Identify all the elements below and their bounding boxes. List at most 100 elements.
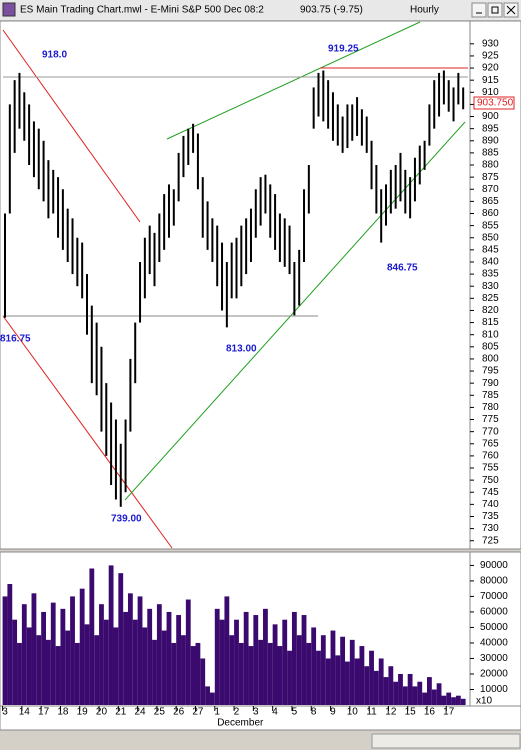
volume-bar bbox=[84, 624, 90, 705]
volume-bar bbox=[21, 604, 27, 705]
x-tick-label: 1 bbox=[214, 707, 220, 718]
y-tick-label: 780 bbox=[482, 402, 499, 413]
volume-bar bbox=[7, 584, 13, 705]
maximize-button[interactable] bbox=[487, 2, 503, 18]
y-tick-label: 80000 bbox=[480, 576, 508, 587]
volume-axis bbox=[469, 551, 521, 707]
volume-bar bbox=[55, 646, 61, 705]
y-tick-label: 915 bbox=[482, 75, 499, 86]
volume-bar bbox=[451, 697, 456, 705]
volume-bar bbox=[417, 681, 423, 705]
y-tick-label: 840 bbox=[482, 257, 499, 268]
x-tick-label: 26 bbox=[173, 707, 185, 718]
y-tick-label: 50000 bbox=[480, 622, 508, 633]
volume-bar bbox=[248, 646, 254, 705]
x-tick-label: 8 bbox=[311, 707, 317, 718]
volume-bar bbox=[345, 661, 350, 705]
x-tick-label: 2 bbox=[234, 707, 240, 718]
volume-bar bbox=[103, 619, 109, 705]
x-tick-label: 11 bbox=[366, 707, 377, 718]
volume-bar bbox=[224, 596, 230, 705]
price-label: 903.750 bbox=[477, 98, 514, 109]
scale-note: x10 bbox=[476, 696, 493, 707]
volume-bar bbox=[31, 593, 37, 705]
x-tick-label: 17 bbox=[443, 707, 455, 718]
y-tick-label: 770 bbox=[482, 426, 499, 437]
volume-bar bbox=[234, 619, 239, 705]
volume-bar bbox=[123, 611, 128, 705]
title-bar bbox=[0, 0, 521, 20]
volume-bar bbox=[219, 619, 225, 705]
volume-bar bbox=[296, 635, 302, 705]
volume-bar bbox=[340, 636, 346, 705]
x-tick-label: 9 bbox=[330, 707, 336, 718]
x-axis-label: December bbox=[217, 718, 264, 729]
volume-bar bbox=[311, 627, 317, 705]
y-tick-label: 875 bbox=[482, 172, 499, 183]
volume-bar bbox=[238, 642, 244, 705]
price-annotation: 813.00 bbox=[226, 344, 257, 355]
volume-bar bbox=[412, 686, 418, 705]
volume-bar bbox=[383, 677, 389, 705]
volume-bar bbox=[161, 630, 167, 705]
volume-bar bbox=[316, 650, 321, 705]
app-icon bbox=[2, 2, 16, 17]
y-tick-label: 790 bbox=[482, 378, 499, 389]
y-tick-label: 910 bbox=[482, 87, 499, 98]
y-tick-label: 925 bbox=[482, 51, 499, 62]
volume-bar bbox=[26, 627, 32, 705]
volume-bar bbox=[176, 615, 182, 705]
y-tick-label: 745 bbox=[482, 487, 499, 498]
volume-bar bbox=[349, 639, 355, 705]
y-tick-label: 930 bbox=[482, 38, 499, 49]
volume-bar bbox=[195, 642, 201, 705]
y-tick-label: 795 bbox=[482, 366, 499, 377]
y-tick-label: 820 bbox=[482, 305, 499, 316]
volume-bar bbox=[70, 596, 75, 705]
volume-bar bbox=[152, 639, 157, 705]
scroll-controls[interactable] bbox=[371, 733, 521, 749]
volume-bar bbox=[17, 642, 22, 705]
volume-bar bbox=[267, 642, 273, 705]
y-tick-label: 760 bbox=[482, 451, 499, 462]
volume-bar bbox=[369, 650, 374, 705]
x-tick-label: 5 bbox=[292, 707, 298, 718]
x-tick-label: 3 bbox=[2, 707, 8, 718]
volume-bar bbox=[65, 630, 71, 705]
volume-bar bbox=[354, 658, 360, 705]
volume-bar bbox=[455, 695, 461, 705]
volume-bar bbox=[320, 635, 326, 705]
window-title: ES Main Trading Chart.mwl - E-Mini S&P 5… bbox=[20, 5, 264, 16]
volume-bar bbox=[364, 666, 370, 705]
volume-bar bbox=[108, 565, 114, 705]
price-label-box bbox=[473, 96, 515, 110]
y-tick-label: 750 bbox=[482, 475, 499, 486]
x-tick-label: 24 bbox=[134, 707, 146, 718]
volume-bar bbox=[200, 658, 206, 705]
y-tick-label: 60000 bbox=[480, 607, 508, 618]
volume-bar bbox=[205, 686, 210, 705]
y-tick-label: 855 bbox=[482, 220, 499, 231]
volume-bar bbox=[12, 619, 18, 705]
volume-bar bbox=[137, 596, 143, 705]
volume-bar bbox=[181, 635, 186, 705]
y-tick-label: 890 bbox=[482, 135, 499, 146]
y-tick-label: 900 bbox=[482, 111, 499, 122]
volume-bar bbox=[359, 646, 365, 705]
volume-bar bbox=[41, 611, 46, 705]
volume-bar bbox=[45, 639, 51, 705]
x-tick-label: 17 bbox=[38, 707, 50, 718]
y-tick-label: 785 bbox=[482, 390, 499, 401]
x-tick-label: 4 bbox=[272, 707, 278, 718]
volume-bar bbox=[301, 615, 307, 705]
volume-bar bbox=[407, 673, 413, 705]
x-tick-label: 21 bbox=[115, 707, 127, 718]
trend-line bbox=[2, 315, 173, 549]
x-tick-label: 16 bbox=[424, 707, 436, 718]
volume-bar bbox=[263, 608, 268, 705]
x-tick-label: 20 bbox=[96, 707, 108, 718]
price-annotation: 919.25 bbox=[328, 44, 359, 55]
minimize-button[interactable] bbox=[471, 2, 487, 18]
volume-bar bbox=[398, 673, 403, 705]
